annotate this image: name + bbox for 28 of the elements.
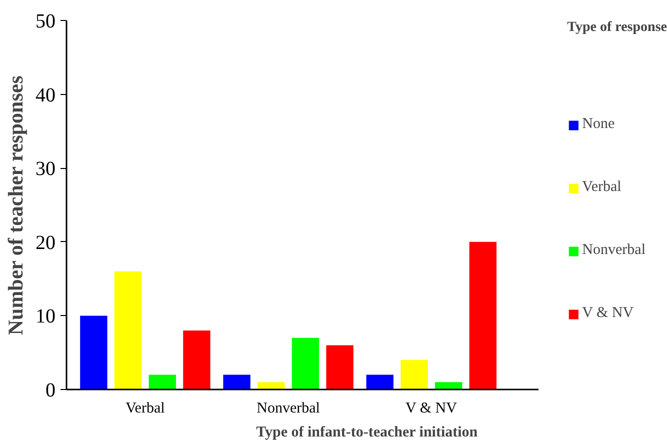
bar — [366, 374, 394, 390]
x-tick-label: V & NV — [406, 400, 458, 416]
x-tick-label: Verbal — [126, 400, 165, 416]
x-tick-label: Nonverbal — [256, 400, 320, 416]
bar — [400, 360, 428, 390]
y-tick-label: 50 — [36, 10, 56, 32]
y-tick-label: 0 — [46, 380, 56, 402]
bar — [258, 382, 285, 390]
x-axis-title: Type of infant-to-teacher initiation — [256, 424, 478, 440]
bar — [114, 271, 142, 390]
legend-label: Verbal — [582, 179, 622, 196]
bar — [469, 242, 496, 390]
y-tick-label: 30 — [36, 158, 56, 180]
bar — [183, 330, 210, 390]
bar — [148, 374, 176, 390]
bar — [223, 374, 250, 390]
bar — [326, 345, 354, 390]
y-axis-title: Number of teacher responses — [4, 76, 28, 336]
bar — [292, 338, 320, 390]
legend-label: None — [582, 116, 615, 133]
bar — [80, 316, 108, 390]
legend-label: V & NV — [582, 305, 634, 322]
y-tick-label: 20 — [36, 232, 56, 254]
bar — [434, 382, 462, 390]
legend-title: Type of response — [567, 20, 667, 36]
legend-label: Nonverbal — [582, 242, 646, 259]
y-tick-label: 40 — [36, 84, 56, 106]
y-tick-label: 10 — [36, 306, 56, 328]
